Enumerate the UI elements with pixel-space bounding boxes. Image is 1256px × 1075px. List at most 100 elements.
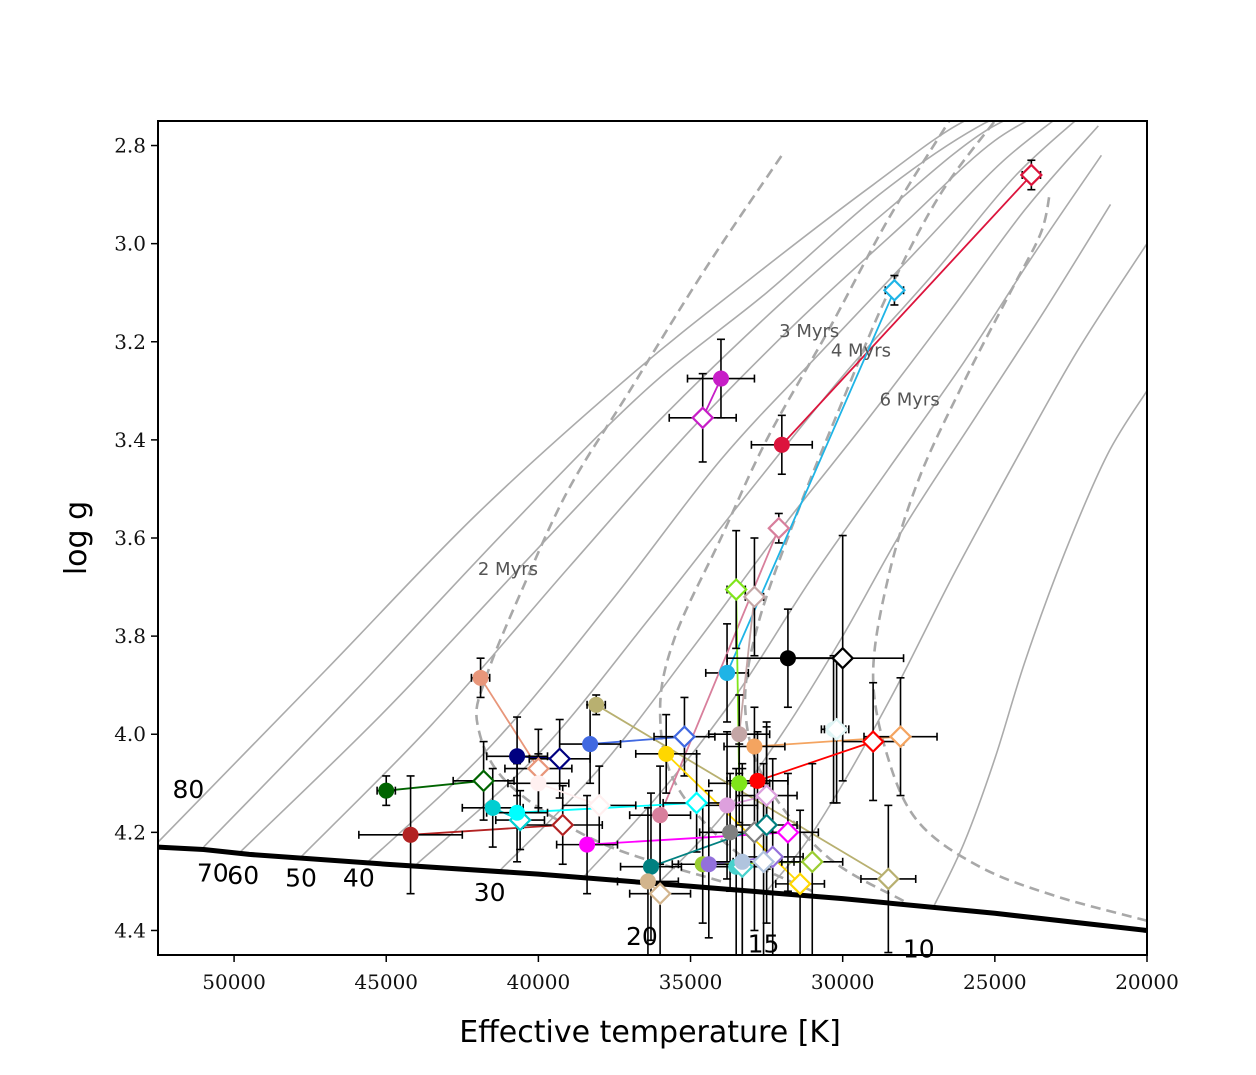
mass-label: 60 — [227, 861, 259, 890]
axes: 50000 45000 40000 35000 30000 25000 20000 2.8 3.… — [114, 134, 1179, 994]
star-marker-filled — [642, 858, 659, 875]
mass-label: 50 — [285, 863, 317, 892]
zams-line — [158, 844, 1147, 933]
zams-line — [158, 844, 1147, 933]
series-connector — [410, 824, 563, 836]
track-line — [498, 125, 1099, 873]
y-tick-label: 4.0 — [114, 722, 146, 746]
star-marker-filled — [639, 873, 656, 890]
y-tick-label: 3.4 — [114, 428, 146, 452]
star-marker-filled — [700, 856, 717, 873]
star-marker-open — [788, 872, 812, 896]
series-connector — [738, 596, 756, 735]
star-marker-filled — [530, 775, 547, 792]
track-line — [367, 121, 1055, 863]
star-marker-open — [755, 784, 779, 808]
plot-frame — [157, 120, 1148, 956]
series-connector — [781, 174, 1033, 446]
star-marker-filled — [722, 824, 739, 841]
star-marker-filled — [731, 775, 748, 792]
star-marker-open — [776, 820, 800, 844]
series-connector — [757, 740, 874, 782]
star-marker-open — [587, 793, 611, 817]
star-marker-filled — [472, 669, 489, 686]
star-marker-open — [551, 813, 575, 837]
isochrone-label: 2 Myrs — [478, 559, 538, 580]
star-marker-open — [1019, 163, 1043, 187]
star-marker-filled — [402, 826, 419, 843]
star-marker-filled — [734, 853, 751, 870]
isochrone-line — [475, 154, 783, 883]
series-connector — [590, 735, 685, 745]
x-tick-label: 20000 — [1115, 970, 1179, 994]
isochrone-line — [871, 194, 1147, 922]
y-tick-label: 4.4 — [114, 918, 146, 942]
star-marker-open — [800, 850, 824, 874]
stars-data — [358, 159, 1043, 955]
star-marker-filled — [588, 696, 605, 713]
star-marker-filled — [484, 799, 501, 816]
track-line — [933, 390, 1147, 907]
star-marker-open — [876, 867, 900, 891]
star-marker-filled — [509, 748, 526, 765]
star-marker-filled — [773, 436, 790, 453]
star-marker-open — [825, 717, 849, 741]
x-tick-label: 40000 — [507, 970, 571, 994]
track-line — [300, 121, 1029, 858]
star-marker-filled — [378, 782, 395, 799]
track-line — [416, 121, 1077, 865]
isochrone-line — [658, 121, 951, 893]
mass-label: 40 — [343, 863, 375, 892]
evolutionary-tracks — [158, 121, 1147, 907]
y-tick-label: 3.6 — [114, 526, 146, 550]
star-marker-filled — [509, 804, 526, 821]
y-tick-label: 2.8 — [114, 134, 146, 158]
x-tick-label: 25000 — [963, 970, 1027, 994]
isochrones — [475, 121, 1147, 922]
x-tick-label: 30000 — [811, 970, 875, 994]
track-line — [203, 121, 991, 848]
mass-label: 70 — [197, 858, 229, 887]
mass-label: 20 — [626, 922, 658, 951]
isochrone-label: 3 Myrs — [779, 321, 839, 342]
isochrone-label: 4 Myrs — [831, 340, 891, 361]
y-tick-label: 3.0 — [114, 232, 146, 256]
star-marker-filled — [779, 650, 796, 667]
star-marker-open — [882, 278, 906, 302]
star-marker-filled — [658, 745, 675, 762]
mass-label: 15 — [748, 930, 780, 959]
mass-label: 10 — [903, 934, 935, 963]
track-line — [765, 243, 1147, 892]
star-marker-open — [472, 769, 496, 793]
isochrone-line — [743, 121, 996, 903]
star-marker-open — [767, 516, 791, 540]
y-tick-label: 4.2 — [114, 820, 146, 844]
star-marker-filled — [652, 807, 669, 824]
star-marker-open — [648, 882, 672, 906]
star-marker-open — [672, 725, 697, 749]
star-marker-filled — [719, 797, 736, 814]
star-marker-open — [888, 725, 913, 749]
y-tick-label: 3.2 — [114, 330, 146, 354]
x-axis-title: Effective temperature [K] — [459, 1015, 841, 1050]
track-line — [239, 121, 1006, 853]
series-connector — [479, 677, 540, 770]
star-marker-filled — [712, 370, 729, 387]
series-connector — [538, 782, 600, 807]
y-axis-title: log g — [59, 501, 94, 575]
star-marker-open — [724, 577, 748, 602]
star-marker-open — [752, 850, 776, 874]
star-marker-open — [861, 730, 885, 754]
star-marker-filled — [719, 664, 736, 681]
x-tick-label: 35000 — [659, 970, 723, 994]
x-tick-label: 45000 — [354, 970, 418, 994]
isochrone-label: 6 Myrs — [880, 390, 940, 411]
mass-label: 30 — [474, 878, 506, 907]
track-line — [158, 121, 967, 843]
star-marker-filled — [731, 726, 748, 743]
star-marker-filled — [749, 772, 766, 789]
x-tick-label: 50000 — [202, 970, 266, 994]
star-marker-open — [548, 747, 572, 771]
